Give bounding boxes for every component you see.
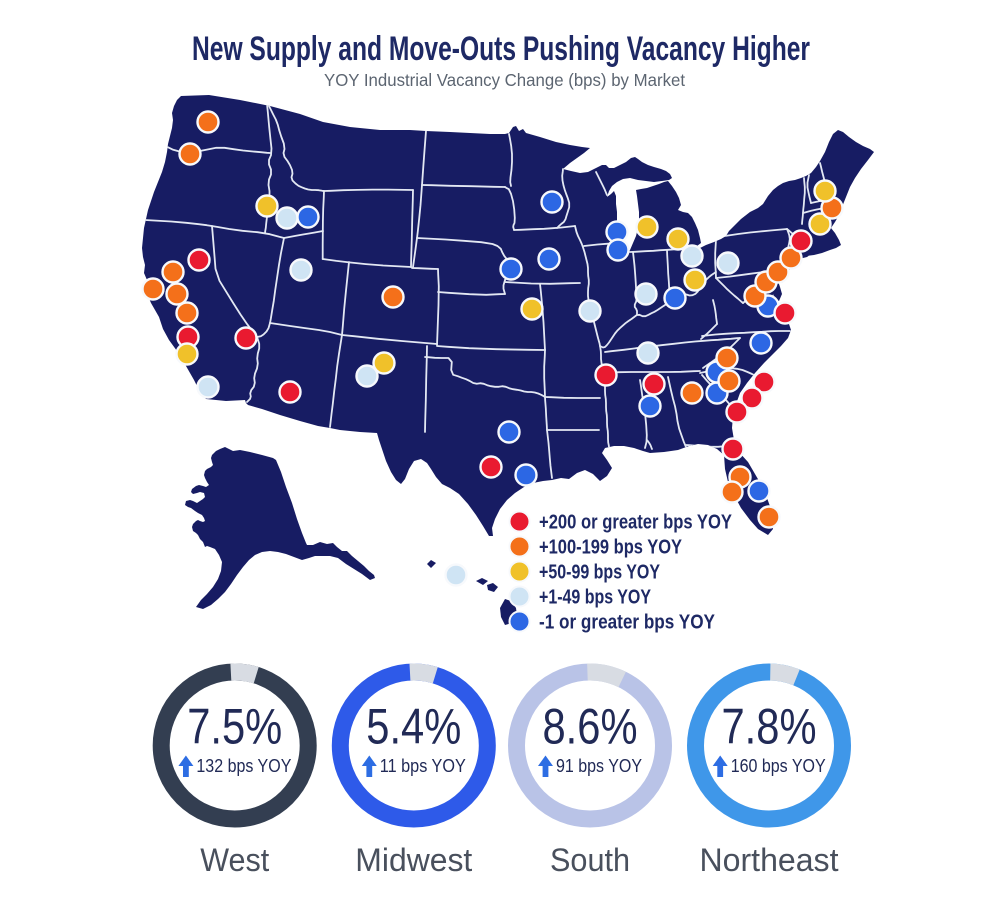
svg-text:West: West	[200, 842, 269, 878]
svg-text:+50-99 bps YOY: +50-99 bps YOY	[539, 562, 661, 584]
svg-text:11 bps YOY: 11 bps YOY	[380, 755, 466, 776]
svg-text:+1-49 bps YOY: +1-49 bps YOY	[539, 587, 652, 609]
svg-text:-1 or greater bps YOY: -1 or greater bps YOY	[539, 612, 716, 634]
svg-text:+100-199 bps YOY: +100-199 bps YOY	[539, 537, 683, 559]
svg-text:Midwest: Midwest	[355, 842, 472, 878]
svg-text:New Supply and Move-Outs Pushi: New Supply and Move-Outs Pushing Vacancy…	[192, 30, 810, 68]
svg-text:Northeast: Northeast	[700, 842, 839, 878]
svg-text:7.8%: 7.8%	[722, 698, 817, 754]
svg-text:+200 or greater bps YOY: +200 or greater bps YOY	[539, 512, 733, 534]
svg-text:160 bps YOY: 160 bps YOY	[731, 755, 826, 776]
svg-text:91 bps YOY: 91 bps YOY	[556, 755, 642, 776]
svg-text:5.4%: 5.4%	[366, 698, 461, 754]
svg-text:7.5%: 7.5%	[187, 698, 282, 754]
svg-text:YOY Industrial Vacancy Change: YOY Industrial Vacancy Change (bps) by M…	[324, 70, 685, 90]
svg-text:South: South	[550, 842, 630, 878]
svg-text:8.6%: 8.6%	[543, 698, 638, 754]
svg-text:132 bps YOY: 132 bps YOY	[196, 755, 291, 776]
